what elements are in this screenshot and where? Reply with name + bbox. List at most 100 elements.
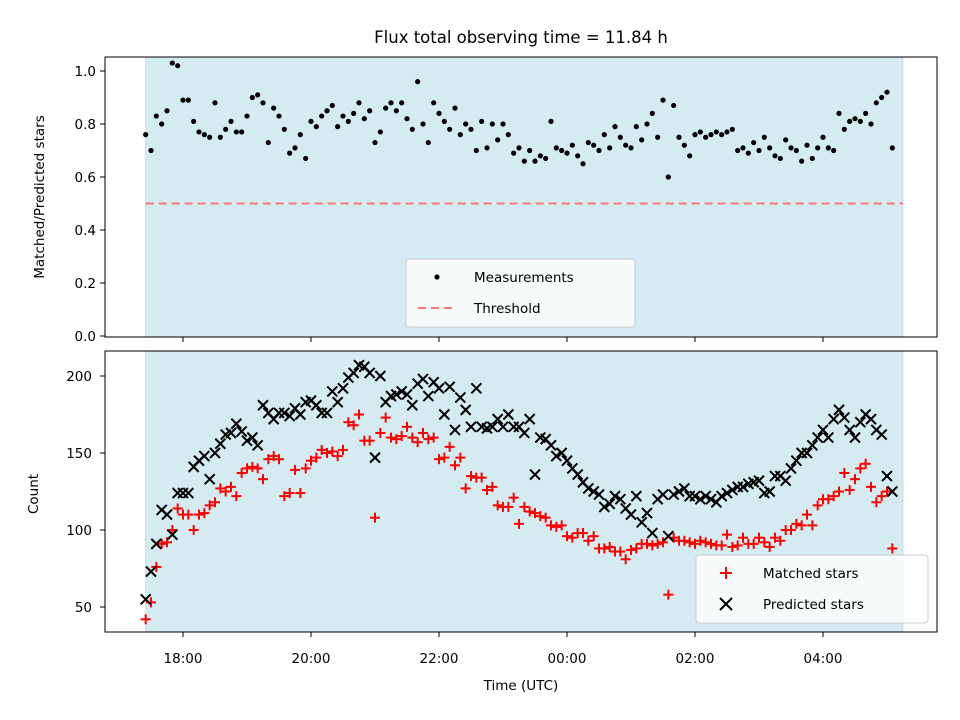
- measurement-point: [409, 126, 415, 132]
- y-tick-label: 200: [66, 369, 92, 385]
- measurement-point: [441, 118, 447, 124]
- predicted-star-point: [843, 424, 856, 436]
- measurement-point: [436, 110, 442, 116]
- predicted-star-point: [822, 431, 835, 444]
- measurement-point: [724, 129, 730, 135]
- matched-star-point: [684, 537, 695, 548]
- measurement-point: [665, 174, 671, 180]
- measurement-point: [159, 121, 165, 127]
- matched-star-point: [535, 511, 546, 522]
- measurements-series: [143, 60, 895, 180]
- measurement-point: [452, 105, 458, 111]
- matched-star-point: [450, 460, 460, 471]
- measurement-point: [420, 121, 426, 127]
- measurement-point: [404, 116, 410, 122]
- predicted-star-point: [689, 490, 701, 502]
- measurement-point: [505, 132, 511, 138]
- bottom-legend-box: [695, 554, 929, 624]
- x-tick-label: 22:00: [420, 651, 459, 667]
- matched-star-point: [647, 540, 658, 551]
- predicted-star-point: [390, 388, 403, 401]
- predicted-star-point: [214, 438, 227, 450]
- matched-star-point: [839, 468, 850, 479]
- matched-star-point: [887, 543, 898, 554]
- matched-star-point: [786, 525, 796, 535]
- predicted-star-point: [550, 450, 563, 462]
- matched-star-point: [796, 520, 807, 531]
- measurement-point: [372, 139, 378, 146]
- measurement-point: [297, 132, 303, 138]
- x-tick-label: 18:00: [164, 651, 203, 667]
- matched-star-point: [882, 486, 892, 497]
- measurement-point: [884, 89, 890, 95]
- measurement-point: [377, 129, 383, 135]
- matched-star-point: [364, 435, 375, 446]
- measurement-point: [713, 129, 719, 135]
- matched-star-point: [626, 545, 636, 556]
- predicted-star-point: [347, 367, 360, 379]
- y-tick-label: 150: [66, 446, 92, 462]
- top-legend: Measurements Threshold: [405, 258, 636, 328]
- matched-star-point: [487, 481, 498, 492]
- measurement-point: [207, 134, 213, 140]
- measurement-point: [313, 124, 319, 130]
- chart-title: Flux total observing time = 11.84 h: [374, 28, 668, 47]
- matched-star-point: [631, 543, 642, 554]
- predicted-star-point: [673, 485, 685, 498]
- predicted-star-point: [363, 367, 376, 379]
- measurement-point: [511, 150, 517, 156]
- matched-star-point: [348, 420, 359, 431]
- measurement-point: [788, 145, 794, 151]
- measurement-point: [863, 110, 869, 116]
- predicted-star-point: [257, 399, 269, 411]
- matched-star-point: [588, 531, 599, 542]
- measurement-point: [169, 60, 175, 66]
- matched-star-point: [263, 454, 274, 465]
- measurement-point: [543, 155, 549, 162]
- predicted-star-point: [150, 538, 163, 550]
- measurement-point: [548, 118, 554, 124]
- measurement-point: [180, 97, 186, 103]
- matched-star-point: [220, 486, 231, 497]
- matched-star-point: [652, 538, 663, 549]
- predicted-star-point: [523, 413, 536, 425]
- predicted-star-point: [486, 421, 499, 433]
- matched-star-point: [706, 538, 716, 549]
- measurement-point: [591, 142, 597, 148]
- measurement-point: [889, 145, 895, 151]
- predicted-star-point: [790, 454, 803, 467]
- measurement-point: [633, 124, 639, 130]
- measurement-point: [692, 132, 698, 138]
- measurement-point: [569, 142, 575, 148]
- predicted-star-point: [497, 421, 509, 433]
- matched-star-point: [327, 446, 338, 457]
- measurement-point: [244, 113, 250, 119]
- predicted-star-point: [321, 407, 333, 419]
- measurement-point: [601, 132, 607, 138]
- matched-star-point: [556, 520, 567, 531]
- measurement-point: [831, 147, 837, 154]
- matched-star-point: [679, 535, 690, 546]
- legend-label-predicted: Predicted stars: [763, 597, 864, 613]
- matched-star-point: [295, 488, 306, 499]
- predicted-star-point: [438, 408, 451, 421]
- measurement-point: [463, 121, 469, 127]
- predicted-star-point: [545, 439, 557, 452]
- matched-star-point: [775, 535, 786, 546]
- predicted-star-point: [662, 530, 675, 542]
- predicted-star-point: [699, 490, 712, 502]
- matched-star-point: [700, 537, 711, 548]
- measurement-point: [196, 129, 202, 135]
- matched-star-point: [247, 461, 258, 472]
- matched-star-point: [802, 509, 812, 520]
- measurement-point: [143, 132, 149, 138]
- predicted-star-point: [443, 381, 456, 393]
- matched-star-point: [418, 427, 428, 438]
- measurement-point: [335, 124, 341, 130]
- matched-star-point: [567, 532, 578, 543]
- predicted-star-point: [721, 487, 733, 499]
- predicted-star-point: [454, 391, 467, 404]
- predicted-star-point: [294, 408, 307, 421]
- measurement-point: [212, 100, 218, 106]
- predicted-star-point: [609, 490, 621, 502]
